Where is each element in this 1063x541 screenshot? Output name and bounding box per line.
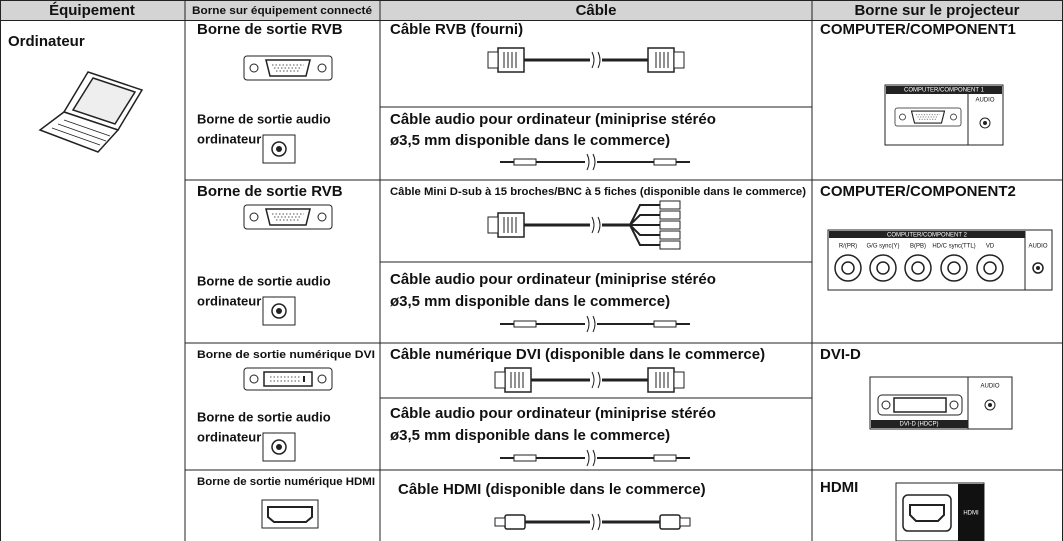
panel-label: DVI-D (HDCP) [900,422,939,428]
projector-terminal: HDMI [820,479,858,496]
laptop-icon [38,71,144,153]
source-label: Borne de sortie RVB [197,21,343,38]
audio-cable-label: Câble audio pour ordinateur (miniprise s… [390,111,716,128]
cable-label: Câble Mini D-sub à 15 broches/BNC à 5 fi… [390,186,806,198]
projector-panel [827,229,1053,291]
equipment: Ordinateur [8,33,85,50]
audio-cable-label: ø3,5 mm disponible dans le commerce) [390,427,670,444]
dvi-port [243,367,333,391]
panel-label: AUDIO [1028,244,1047,250]
panel-label: COMPUTER/COMPONENT 2 [887,233,968,239]
audio-cable-label: Câble audio pour ordinateur (miniprise s… [390,271,716,288]
cable-label: Câble HDMI (disponible dans le commerce) [398,481,706,498]
audio-cable-label: ø3,5 mm disponible dans le commerce) [390,132,670,149]
panel-label: COMPUTER/COMPONENT 1 [904,88,985,94]
source-label: Borne de sortie numérique DVI [197,349,375,361]
header-cell: Borne sur équipement connecté [192,5,372,17]
audio-source-label: Borne de sortie audio [197,111,331,126]
audio-cable [500,450,690,466]
projector-terminal: DVI-D [820,346,861,363]
projector-terminal: COMPUTER/COMPONENT2 [820,183,1016,200]
projector-terminal: COMPUTER/COMPONENT1 [820,21,1016,38]
panel-label: G/G sync(Y) [866,244,899,250]
audio-cable [500,316,690,332]
projector-panel [869,376,1013,430]
source-label: Borne de sortie numérique HDMI [197,476,375,488]
panel-label: VD [986,244,995,250]
projector-panel [895,482,985,541]
panel-label: HD/C sync(TTL) [932,244,975,250]
cable-label: Câble numérique DVI (disponible dans le … [390,346,765,363]
audio-jack [262,432,296,462]
hdmi-cable [494,513,691,531]
audio-cable-label: ø3,5 mm disponible dans le commerce) [390,293,670,310]
header-cell: Câble [576,2,617,19]
dvi-cable [494,367,685,393]
audio-jack [262,296,296,326]
header-cell: Équipement [49,2,135,19]
audio-source-label: Borne de sortie audio [197,273,331,288]
hdmi-port [261,499,319,529]
audio-source-label: ordinateur [197,429,261,444]
cable-label: Câble RVB (fourni) [390,21,523,38]
header-cell: Borne sur le projecteur [854,2,1019,19]
audio-source-label: ordinateur [197,131,261,146]
audio-cable [500,154,690,170]
audio-cable-label: Câble audio pour ordinateur (miniprise s… [390,405,716,422]
panel-label: AUDIO [975,98,994,104]
vga-cable [487,47,685,73]
panel-label: HDMI [963,511,979,517]
bnc-cable [487,200,681,250]
projector-panel [884,84,1004,146]
panel-label: R/(PR) [839,244,857,250]
audio-jack [262,134,296,164]
panel-label: B(PB) [910,244,926,250]
vga-port [243,204,333,230]
panel-label: AUDIO [980,384,999,390]
source-label: Borne de sortie RVB [197,183,343,200]
audio-source-label: ordinateur [197,293,261,308]
audio-source-label: Borne de sortie audio [197,409,331,424]
vga-port [243,55,333,81]
